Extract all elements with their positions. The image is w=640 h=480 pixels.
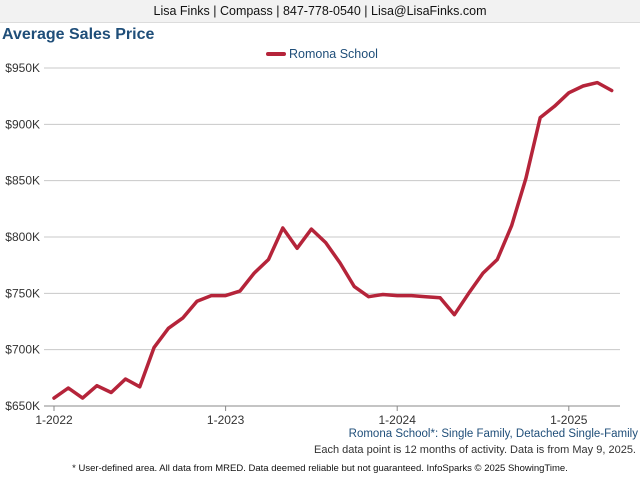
x-tick-label: 1-2022 xyxy=(35,413,73,427)
data-point xyxy=(138,385,141,388)
data-point xyxy=(610,89,613,92)
x-tick-label: 1-2023 xyxy=(207,413,245,427)
data-point xyxy=(81,396,84,400)
data-point xyxy=(496,258,499,261)
data-point xyxy=(567,91,570,95)
data-point xyxy=(281,226,284,230)
data-point xyxy=(581,84,585,88)
data-point xyxy=(467,292,470,295)
data-point xyxy=(124,377,127,381)
data-point xyxy=(353,285,356,288)
data-point xyxy=(67,386,70,390)
data-point xyxy=(310,227,313,231)
y-axis-ticks: $650K $700K $750K $800K $850K $900K $950K xyxy=(5,61,40,413)
data-point xyxy=(539,116,542,119)
data-point xyxy=(424,295,427,298)
legend-label: Romona School xyxy=(289,47,378,61)
y-tick-label: $800K xyxy=(5,230,40,244)
y-tick-label: $850K xyxy=(5,174,40,188)
series-line xyxy=(52,80,614,400)
data-point xyxy=(381,293,385,296)
data-point xyxy=(253,271,256,275)
data-point xyxy=(367,295,370,298)
data-point xyxy=(152,346,156,349)
data-point xyxy=(238,289,242,293)
y-tick-label: $700K xyxy=(5,343,40,357)
disclaimer: * User-defined area. All data from MRED.… xyxy=(72,463,568,474)
data-point xyxy=(95,384,99,387)
data-point xyxy=(295,247,299,250)
data-point xyxy=(52,396,56,400)
data-point xyxy=(410,294,413,297)
data-point xyxy=(481,271,485,275)
data-point xyxy=(524,177,528,180)
gridlines xyxy=(44,67,620,407)
series-romona-school xyxy=(52,80,614,400)
chart-title: Average Sales Price xyxy=(2,26,155,43)
data-point xyxy=(195,300,199,303)
data-point xyxy=(453,313,456,316)
line-chart: $650K $700K $750K $800K $850K $900K $950K 1-20… xyxy=(5,47,620,427)
contact-banner: Lisa Finks | Compass | 847-778-0540 | Li… xyxy=(0,0,640,23)
y-tick-label: $750K xyxy=(5,286,40,300)
data-point xyxy=(438,296,442,299)
data-point xyxy=(553,105,556,108)
data-point xyxy=(338,261,342,265)
activity-note: Each data point is 12 months of activity… xyxy=(313,444,636,456)
data-point xyxy=(510,224,513,227)
data-point xyxy=(181,316,184,320)
y-tick-label: $650K xyxy=(5,399,40,413)
data-point xyxy=(596,81,599,84)
legend: Romona School xyxy=(266,47,378,61)
area-note: Romona School*: Single Family, Detached … xyxy=(348,428,638,440)
x-tick-label: 1-2024 xyxy=(379,413,417,427)
x-axis-ticks: 1-2022 1-2023 1-2024 1-2025 xyxy=(35,406,588,427)
x-tick-label: 1-2025 xyxy=(550,413,588,427)
data-point xyxy=(110,391,113,394)
y-tick-label: $950K xyxy=(5,61,40,75)
data-point xyxy=(167,327,170,330)
data-point xyxy=(396,294,399,297)
data-point xyxy=(267,258,270,261)
data-point xyxy=(224,294,227,297)
y-tick-label: $900K xyxy=(5,117,40,131)
data-point xyxy=(324,241,327,244)
data-point xyxy=(210,294,213,297)
